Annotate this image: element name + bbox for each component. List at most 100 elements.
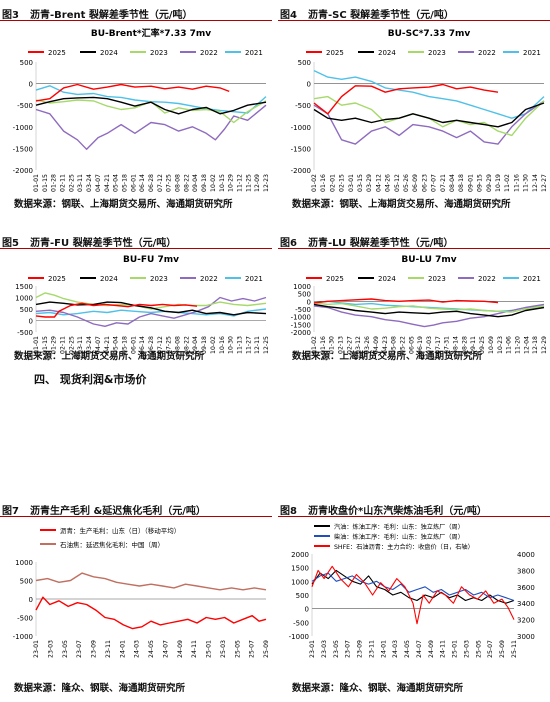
x-tick-label: 07-07	[431, 174, 438, 192]
y-tick-label: -500	[17, 329, 33, 337]
y-tick-label: 500	[20, 578, 33, 586]
x-tick-label: 02-13	[338, 336, 345, 354]
figure-number: 图8	[280, 506, 297, 517]
chart-price: 汽油：炼油工序：毛利：山东：独立炼厂（周） 柴油：炼油工序：毛利：山东：独立炼厂（…	[289, 523, 535, 658]
series-line	[313, 69, 545, 119]
y-tick-label: -1000	[291, 124, 311, 132]
legend-label: 2021	[245, 275, 263, 283]
figure-title: 图6 沥青-LU 裂解差季节性（元/吨）	[278, 232, 550, 249]
x-tick-label: 10-02	[210, 174, 217, 192]
x-tick-label: 06-14	[139, 336, 146, 354]
x-tick-label: 23-05	[62, 640, 69, 658]
legend-label: 2022	[478, 49, 496, 57]
legend-label: 2023	[428, 275, 446, 283]
figure-title-text: 沥青-SC 裂解差季节性（元/吨）	[308, 10, 454, 21]
x-tick-label: 04-12	[375, 174, 382, 192]
y-tick-label: 0	[307, 81, 311, 89]
x-tick-label: 03-11	[77, 174, 84, 192]
series-line	[35, 85, 267, 114]
chart-title: BU-SC*7.33 7mv	[388, 29, 471, 39]
series-line	[313, 302, 545, 313]
source-line: 数据来源：隆众、钢联、海通期货研究所	[14, 680, 185, 694]
legend-label: 2021	[523, 275, 541, 283]
x-tick-label: 06-28	[148, 336, 155, 354]
x-tick-label: 25-07	[487, 640, 494, 658]
series-line	[313, 102, 545, 128]
legend-label: 2023	[428, 49, 446, 57]
figure-title-text: 沥青-FU 裂解差季节性（元/吨）	[30, 238, 177, 249]
source-line: 数据来源：钢联、上海期货交易所、海通期货研究所	[14, 196, 233, 210]
series-line	[313, 303, 545, 318]
x-tick-label: 02-11	[60, 336, 67, 354]
x-tick-label: 09-04	[192, 174, 199, 192]
x-tick-label: 09-01	[467, 174, 474, 192]
legend-label: 2022	[478, 275, 496, 283]
x-tick-label: 06-01	[130, 174, 137, 192]
chart-lu: BU-LU 7mv 2025 2024 2023 2022 2021 10005000-50…	[291, 255, 548, 354]
series-line	[311, 565, 515, 625]
y-tick-label: -500	[295, 102, 311, 110]
x-tick-label: 23-05	[333, 640, 340, 658]
y2-tick-label: 3400	[517, 600, 535, 608]
x-tick-label: 01-16	[320, 174, 327, 192]
section-heading: 四、 现货利润&市场价	[34, 373, 147, 386]
source-prefix: 数据来源：	[14, 683, 62, 694]
x-tick-label: 03-26	[364, 336, 371, 354]
figure-number: 图4	[280, 10, 297, 21]
series-line	[35, 104, 267, 151]
y2-tick-label: 3000	[517, 633, 535, 641]
x-tick-label: 05-22	[399, 336, 406, 354]
y-tick-label: -500	[293, 619, 309, 627]
x-tick-label: 24-05	[148, 640, 155, 658]
x-tick-label: 04-21	[104, 174, 111, 192]
y-tick-label: 0	[305, 606, 309, 614]
figure-title-text: 沥青-Brent 裂解差季节性（元/吨）	[30, 10, 193, 21]
x-tick-label: 02-01	[329, 174, 336, 192]
legend-label: 2025	[326, 275, 344, 283]
x-tick-label: 07-21	[440, 174, 447, 192]
y-tick-label: -2000	[291, 329, 311, 337]
series-line	[313, 303, 545, 328]
x-tick-label: 03-12	[355, 336, 362, 354]
x-tick-label: 03-29	[366, 174, 373, 192]
x-tick-label: 01-15	[42, 174, 49, 192]
series-line	[313, 83, 499, 115]
y2-tick-label: 3600	[517, 584, 535, 592]
x-tick-label: 25-03	[463, 640, 470, 658]
figure-title: 图4 沥青-SC 裂解差季节性（元/吨）	[278, 4, 550, 21]
series-line	[311, 569, 515, 604]
x-tick-label: 05-18	[121, 336, 128, 354]
x-tick-label: 08-22	[183, 174, 190, 192]
x-tick-label: 12-23	[263, 174, 270, 192]
x-tick-label: 25-07	[249, 640, 256, 658]
x-tick-label: 01-29	[51, 336, 58, 354]
source-prefix: 数据来源：	[292, 351, 340, 362]
figure-title: 图8 沥青收盘价*山东汽柴炼油毛利（元/吨）	[278, 500, 550, 517]
x-tick-label: 10-23	[497, 336, 504, 354]
x-tick-label: 25-03	[220, 640, 227, 658]
y-tick-label: -1000	[291, 314, 311, 322]
x-tick-label: 01-16	[320, 336, 327, 354]
figure-number: 图3	[2, 10, 19, 21]
x-tick-label: 06-28	[148, 174, 155, 192]
x-tick-label: 01-28	[51, 174, 58, 192]
legend-label: 2024	[100, 275, 118, 283]
x-tick-label: 07-03	[426, 336, 433, 354]
x-tick-label: 03-24	[86, 336, 93, 354]
legend-label: 2023	[150, 49, 168, 57]
x-tick-label: 01-01	[33, 336, 40, 354]
x-tick-label: 11-30	[523, 174, 530, 192]
y-tick-label: -500	[17, 615, 33, 623]
legend-label: 2022	[200, 275, 218, 283]
x-tick-label: 02-27	[346, 336, 353, 354]
x-tick-label: 06-01	[130, 336, 137, 354]
legend-label: 汽油：炼油工序：毛利：山东：独立炼厂（周）	[334, 523, 464, 531]
x-tick-label: 24-11	[191, 640, 198, 658]
x-tick-label: 25-01	[206, 640, 213, 658]
x-tick-label: 24-03	[392, 640, 399, 658]
x-tick-label: 02-25	[68, 336, 75, 354]
source-text: 隆众、钢联、海通期货研究所	[61, 683, 186, 694]
y-tick-label: -2000	[13, 167, 33, 175]
legend-label: 2025	[326, 49, 344, 57]
figure-3: 图3 沥青-Brent 裂解差季节性（元/吨） BU-Brent*汇率*7.33 …	[0, 4, 272, 194]
